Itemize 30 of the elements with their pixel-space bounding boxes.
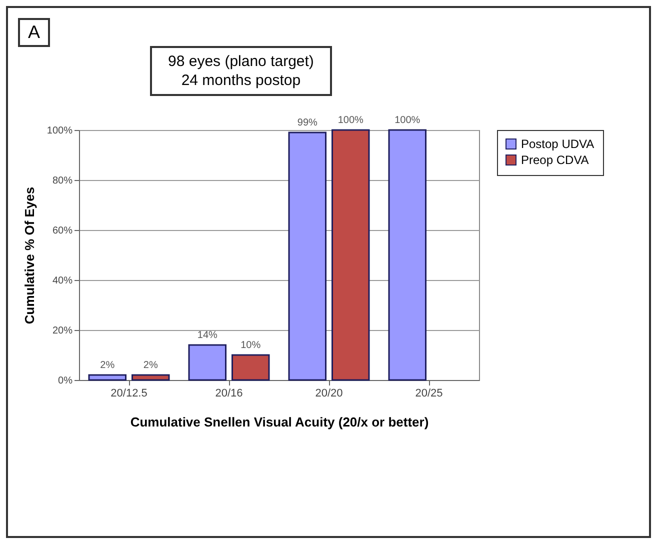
data-label: 99%: [297, 118, 318, 128]
bar: [188, 344, 227, 381]
note-box: 98 eyes (plano target) 24 months postop: [150, 46, 332, 96]
data-label: 14%: [197, 330, 218, 341]
bar: [131, 374, 170, 381]
data-label: 10%: [240, 340, 261, 351]
x-axis-title: Cumulative Snellen Visual Acuity (20/x or better): [130, 414, 429, 430]
x-tick-label: 20/20: [315, 388, 343, 400]
data-label: 2%: [100, 360, 115, 371]
bar: [88, 374, 127, 381]
panel-label-box: A: [18, 18, 50, 47]
bar: [388, 129, 427, 381]
bar: [331, 129, 370, 381]
bar: [231, 354, 270, 381]
x-tick-label: 20/12.5: [110, 388, 148, 400]
y-tick-label: 0%: [58, 376, 73, 386]
x-tick-label: 20/16: [215, 388, 243, 400]
bar: [288, 132, 327, 381]
y-tick-label: 60%: [52, 226, 73, 236]
data-label: 100%: [338, 115, 364, 126]
data-label: 100%: [394, 115, 420, 126]
y-tick-label: 20%: [52, 326, 73, 336]
y-tick-label: 100%: [46, 126, 73, 136]
y-tick-label: 40%: [52, 276, 73, 286]
data-label: 2%: [143, 360, 158, 371]
legend-label: Postop UDVA: [521, 137, 594, 151]
x-tick-label: 20/25: [415, 388, 443, 400]
y-axis-title: Cumulative % Of Eyes: [22, 186, 37, 324]
legend-label: Preop CDVA: [521, 153, 589, 167]
y-tick-label: 80%: [52, 176, 73, 186]
